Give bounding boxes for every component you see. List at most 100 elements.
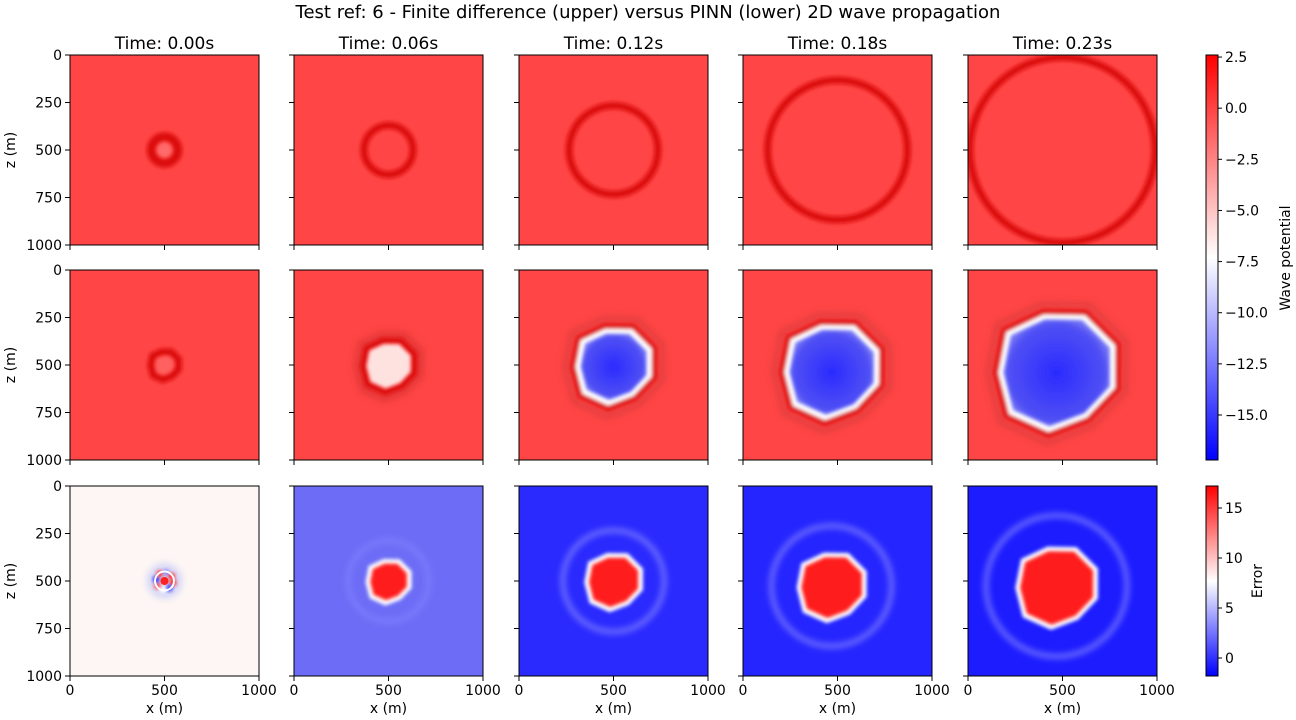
colorbar-wave-tick-label: −5.0 — [1225, 203, 1259, 219]
error-outer-ripple — [346, 538, 431, 624]
x-tick-label: 1000 — [1139, 683, 1175, 699]
z-axis-label: z (m) — [3, 347, 19, 383]
heatmap-panel-r2-c4 — [738, 269, 933, 465]
colorbar-wave-tick-label: −7.5 — [1225, 255, 1259, 271]
heatmap-panel-r3-c3: 0 500 1000 x (m) — [514, 485, 726, 717]
z-tick-label: 250 — [35, 311, 62, 327]
field-background — [519, 55, 708, 245]
colorbar-error-tick-label: 5 — [1225, 601, 1234, 617]
heatmap-panel-r1-c2: Time: 0.06s — [289, 34, 484, 250]
z-tick-label: 0 — [53, 48, 62, 64]
z-tick-label: 0 — [53, 263, 62, 279]
z-tick-label: 500 — [35, 574, 62, 590]
pinn-blue-core — [789, 329, 874, 415]
colorbar-wave-tick-label: −12.5 — [1225, 357, 1268, 373]
x-tick-label: 0 — [964, 683, 973, 699]
pinn-outer-ripple — [985, 301, 1129, 447]
error-red-core — [589, 557, 639, 607]
colorbar-wave: 2.5 0.0 −2.5 −5.0 −7.5 −10.0 −12.5 −15.0 Wave p… — [1205, 50, 1294, 461]
heatmap-panel-r1-c5: Time: 0.23s — [963, 34, 1158, 250]
column-title: Time: 0.00s — [114, 34, 215, 54]
z-tick-label: 750 — [35, 622, 62, 638]
panel-field — [968, 486, 1157, 676]
x-axis-label: x (m) — [1044, 701, 1081, 717]
z-tick-label: 750 — [35, 191, 62, 207]
pinn-halo — [353, 330, 425, 403]
panel-field — [70, 486, 259, 676]
error-outer-ripple — [560, 528, 667, 634]
pinn-blue-core — [1003, 319, 1110, 427]
heatmap-panel-r2-c3 — [514, 269, 709, 465]
column-title: Time: 0.06s — [338, 34, 439, 54]
column-title: Time: 0.18s — [787, 34, 888, 54]
colorbar-error-gradient — [1205, 485, 1219, 677]
pinn-core — [366, 344, 411, 389]
colorbar-error-tick-label: 15 — [1225, 501, 1243, 517]
panel-field — [743, 486, 932, 676]
wavefront-ring — [968, 55, 1157, 245]
x-axis-label: x (m) — [819, 701, 856, 717]
panel-field — [294, 270, 483, 460]
z-tick-label: 250 — [35, 96, 62, 112]
x-tick-label: 0 — [66, 683, 75, 699]
x-tick-label: 0 — [290, 683, 299, 699]
panel-field — [743, 270, 932, 460]
error-red-core — [1020, 551, 1094, 625]
colorbar-error-tick-label: 0 — [1225, 651, 1234, 667]
heatmap-panel-r3-c1: 0 500 1000 x (m) 0 250 500 750 1000 z (m) — [3, 479, 277, 717]
panel-field — [968, 270, 1157, 460]
heatmap-panel-r3-c2: 0 500 1000 x (m) — [289, 485, 501, 717]
panel-field — [519, 55, 708, 245]
column-title: Time: 0.12s — [563, 34, 664, 54]
x-tick-label: 500 — [1049, 683, 1076, 699]
error-red-core — [370, 563, 407, 601]
error-inner-ring — [154, 570, 175, 592]
panel-field — [294, 55, 483, 245]
panel-field — [294, 486, 483, 676]
colorbar-wave-tick-label: −2.5 — [1225, 152, 1259, 168]
panel-grid: 0 250 500 750 1000 z (m) Time: 0.00s Time: 0.06… — [3, 34, 1175, 717]
error-outer-ripple — [984, 513, 1129, 659]
x-axis-label: x (m) — [370, 701, 407, 717]
colorbar-wave-tick-label: −10.0 — [1225, 306, 1268, 322]
heatmap-panel-r3-c4: 0 500 1000 x (m) — [738, 485, 950, 717]
heatmap-panel-r1-c3: Time: 0.12s — [514, 34, 709, 250]
z-axis-label: z (m) — [3, 132, 19, 168]
panel-field — [968, 55, 1157, 245]
heatmap-panel-r1-c1: 0 250 500 750 1000 z (m) Time: 0.00s — [3, 34, 260, 254]
z-tick-label: 1000 — [26, 669, 62, 685]
error-red-core — [801, 557, 862, 618]
pinn-outer-ripple — [562, 315, 666, 420]
pinn-core — [155, 356, 174, 375]
column-title: Time: 0.23s — [1012, 34, 1113, 54]
wavefront-ring — [360, 121, 417, 179]
panel-field — [743, 55, 932, 245]
colorbar-error-tick-label: 10 — [1225, 551, 1243, 567]
z-tick-label: 0 — [53, 479, 62, 495]
z-tick-label: 1000 — [26, 453, 62, 469]
colorbar-wave-tick-label: −15.0 — [1225, 408, 1268, 424]
x-tick-label: 1000 — [465, 683, 501, 699]
wavefront-ring — [764, 76, 911, 224]
z-tick-label: 1000 — [26, 238, 62, 254]
field-background — [743, 55, 932, 245]
colorbar-error: 15 10 5 0 Error — [1205, 485, 1266, 677]
z-axis-label: z (m) — [3, 563, 19, 599]
panel-field — [519, 486, 708, 676]
x-tick-label: 500 — [151, 683, 178, 699]
pinn-blue-core — [580, 333, 647, 400]
colorbar-wave-tick-label: 0.0 — [1225, 101, 1247, 117]
panel-field — [519, 270, 708, 460]
pinn-ring — [147, 348, 182, 384]
heatmap-panel-r1-c4: Time: 0.18s — [738, 34, 933, 250]
heatmap-panel-r2-c2 — [289, 269, 484, 465]
wavefront-core — [157, 142, 172, 158]
x-tick-label: 500 — [375, 683, 402, 699]
heatmap-panel-r3-c5: 0 500 1000 x (m) — [963, 485, 1175, 717]
x-tick-label: 1000 — [241, 683, 277, 699]
x-axis-label: x (m) — [595, 701, 632, 717]
colorbar-error-ticks: 15 10 5 0 — [1218, 501, 1243, 667]
z-tick-label: 500 — [35, 358, 62, 374]
z-tick-label: 750 — [35, 406, 62, 422]
